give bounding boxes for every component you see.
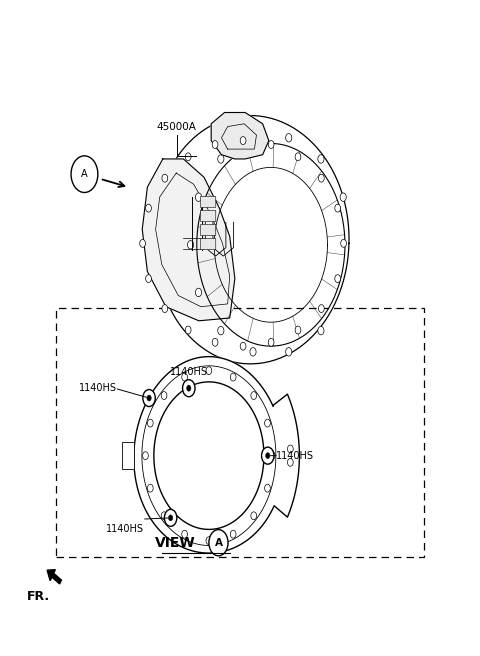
- FancyArrow shape: [47, 569, 61, 584]
- Polygon shape: [142, 159, 235, 321]
- Circle shape: [187, 385, 191, 391]
- Circle shape: [188, 241, 194, 249]
- Circle shape: [206, 367, 212, 375]
- Circle shape: [295, 153, 301, 161]
- Circle shape: [240, 136, 246, 144]
- Text: VIEW: VIEW: [155, 536, 195, 550]
- Circle shape: [182, 380, 195, 397]
- Circle shape: [147, 395, 151, 401]
- Circle shape: [168, 515, 173, 521]
- Circle shape: [143, 452, 148, 460]
- FancyBboxPatch shape: [201, 239, 216, 250]
- Circle shape: [164, 509, 177, 526]
- Circle shape: [206, 537, 212, 544]
- Polygon shape: [211, 112, 269, 159]
- Circle shape: [262, 447, 274, 464]
- Circle shape: [161, 512, 167, 520]
- Circle shape: [143, 390, 156, 407]
- FancyBboxPatch shape: [56, 308, 424, 557]
- Text: A: A: [215, 538, 222, 548]
- Circle shape: [185, 326, 191, 334]
- Polygon shape: [134, 357, 300, 553]
- Circle shape: [185, 153, 191, 161]
- Text: 1140HS: 1140HS: [276, 451, 314, 461]
- Circle shape: [335, 204, 340, 212]
- Circle shape: [318, 327, 324, 335]
- Circle shape: [182, 373, 188, 381]
- Circle shape: [288, 445, 293, 453]
- Polygon shape: [155, 115, 349, 364]
- Circle shape: [182, 530, 188, 538]
- Circle shape: [318, 304, 324, 312]
- Circle shape: [195, 288, 202, 297]
- Circle shape: [147, 419, 153, 427]
- Circle shape: [218, 155, 224, 163]
- FancyBboxPatch shape: [201, 224, 216, 236]
- Circle shape: [268, 338, 274, 346]
- Circle shape: [265, 453, 270, 459]
- Circle shape: [295, 326, 301, 334]
- Text: A: A: [81, 169, 88, 179]
- Circle shape: [147, 484, 153, 492]
- Circle shape: [286, 348, 292, 356]
- Circle shape: [251, 392, 257, 400]
- Circle shape: [340, 193, 346, 201]
- Text: 45000A: 45000A: [157, 121, 197, 132]
- Text: FR.: FR.: [27, 590, 50, 603]
- Text: 1140HS: 1140HS: [170, 367, 208, 377]
- Circle shape: [264, 419, 270, 427]
- Circle shape: [318, 174, 324, 182]
- Circle shape: [71, 156, 98, 192]
- Circle shape: [288, 459, 293, 466]
- Circle shape: [161, 392, 167, 400]
- FancyBboxPatch shape: [122, 442, 134, 470]
- Circle shape: [195, 193, 202, 201]
- Circle shape: [145, 204, 151, 212]
- Circle shape: [250, 348, 256, 356]
- Circle shape: [286, 134, 292, 142]
- Circle shape: [335, 275, 340, 283]
- Circle shape: [240, 342, 246, 350]
- Circle shape: [264, 484, 270, 492]
- Circle shape: [269, 452, 275, 460]
- Circle shape: [250, 134, 256, 142]
- Circle shape: [162, 174, 168, 182]
- Circle shape: [162, 304, 168, 312]
- FancyBboxPatch shape: [201, 196, 216, 207]
- Polygon shape: [154, 382, 264, 529]
- Circle shape: [212, 140, 218, 148]
- Circle shape: [251, 512, 257, 520]
- Circle shape: [209, 529, 228, 556]
- Circle shape: [212, 338, 218, 346]
- Circle shape: [268, 140, 274, 148]
- FancyBboxPatch shape: [201, 211, 216, 222]
- Circle shape: [145, 275, 151, 283]
- Circle shape: [230, 530, 236, 538]
- Circle shape: [341, 239, 347, 247]
- Circle shape: [218, 327, 224, 335]
- Circle shape: [318, 155, 324, 163]
- Circle shape: [140, 239, 145, 247]
- Text: 1140HS: 1140HS: [79, 383, 117, 393]
- Circle shape: [230, 373, 236, 381]
- Text: 1140HS: 1140HS: [106, 524, 144, 535]
